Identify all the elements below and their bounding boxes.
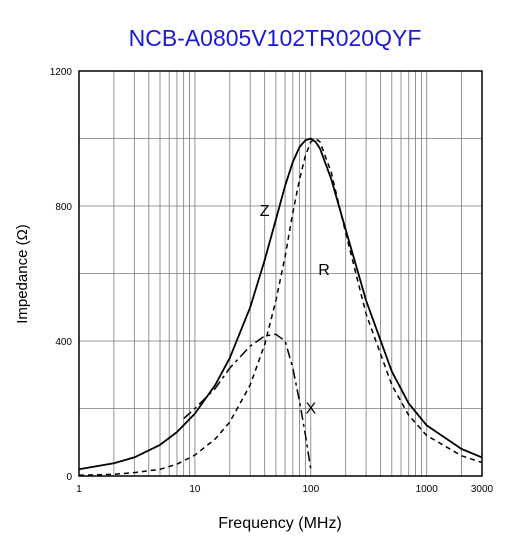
curve-label-r: R	[318, 262, 330, 279]
series-z-line	[78, 137, 483, 471]
plot-frame	[78, 70, 483, 477]
x-tick-label: 1	[76, 484, 82, 495]
tick-labels: 1 10 100 1000 3000 0 400 800 1200	[50, 67, 494, 495]
y-tick-label: 0	[66, 472, 72, 483]
x-tick-label: 3000	[471, 484, 494, 495]
grid	[79, 71, 482, 476]
curves	[78, 137, 483, 477]
curve-labels: Z R X	[260, 203, 330, 417]
y-axis-label: Impedance (Ω)	[14, 224, 31, 324]
x-axis-label: Frequency (MHz)	[218, 515, 342, 532]
y-tick-label: 1200	[50, 67, 73, 78]
y-tick-label: 400	[55, 337, 72, 348]
curve-label-z: Z	[260, 203, 270, 220]
x-tick-label: 100	[302, 484, 319, 495]
y-tick-label: 800	[55, 202, 72, 213]
x-tick-label: 1000	[416, 484, 439, 495]
x-tick-label: 10	[189, 484, 201, 495]
curve-label-x: X	[305, 401, 316, 418]
series-r-line	[78, 137, 483, 477]
chart-title: NCB-A0805V102TR020QYF	[129, 25, 422, 51]
